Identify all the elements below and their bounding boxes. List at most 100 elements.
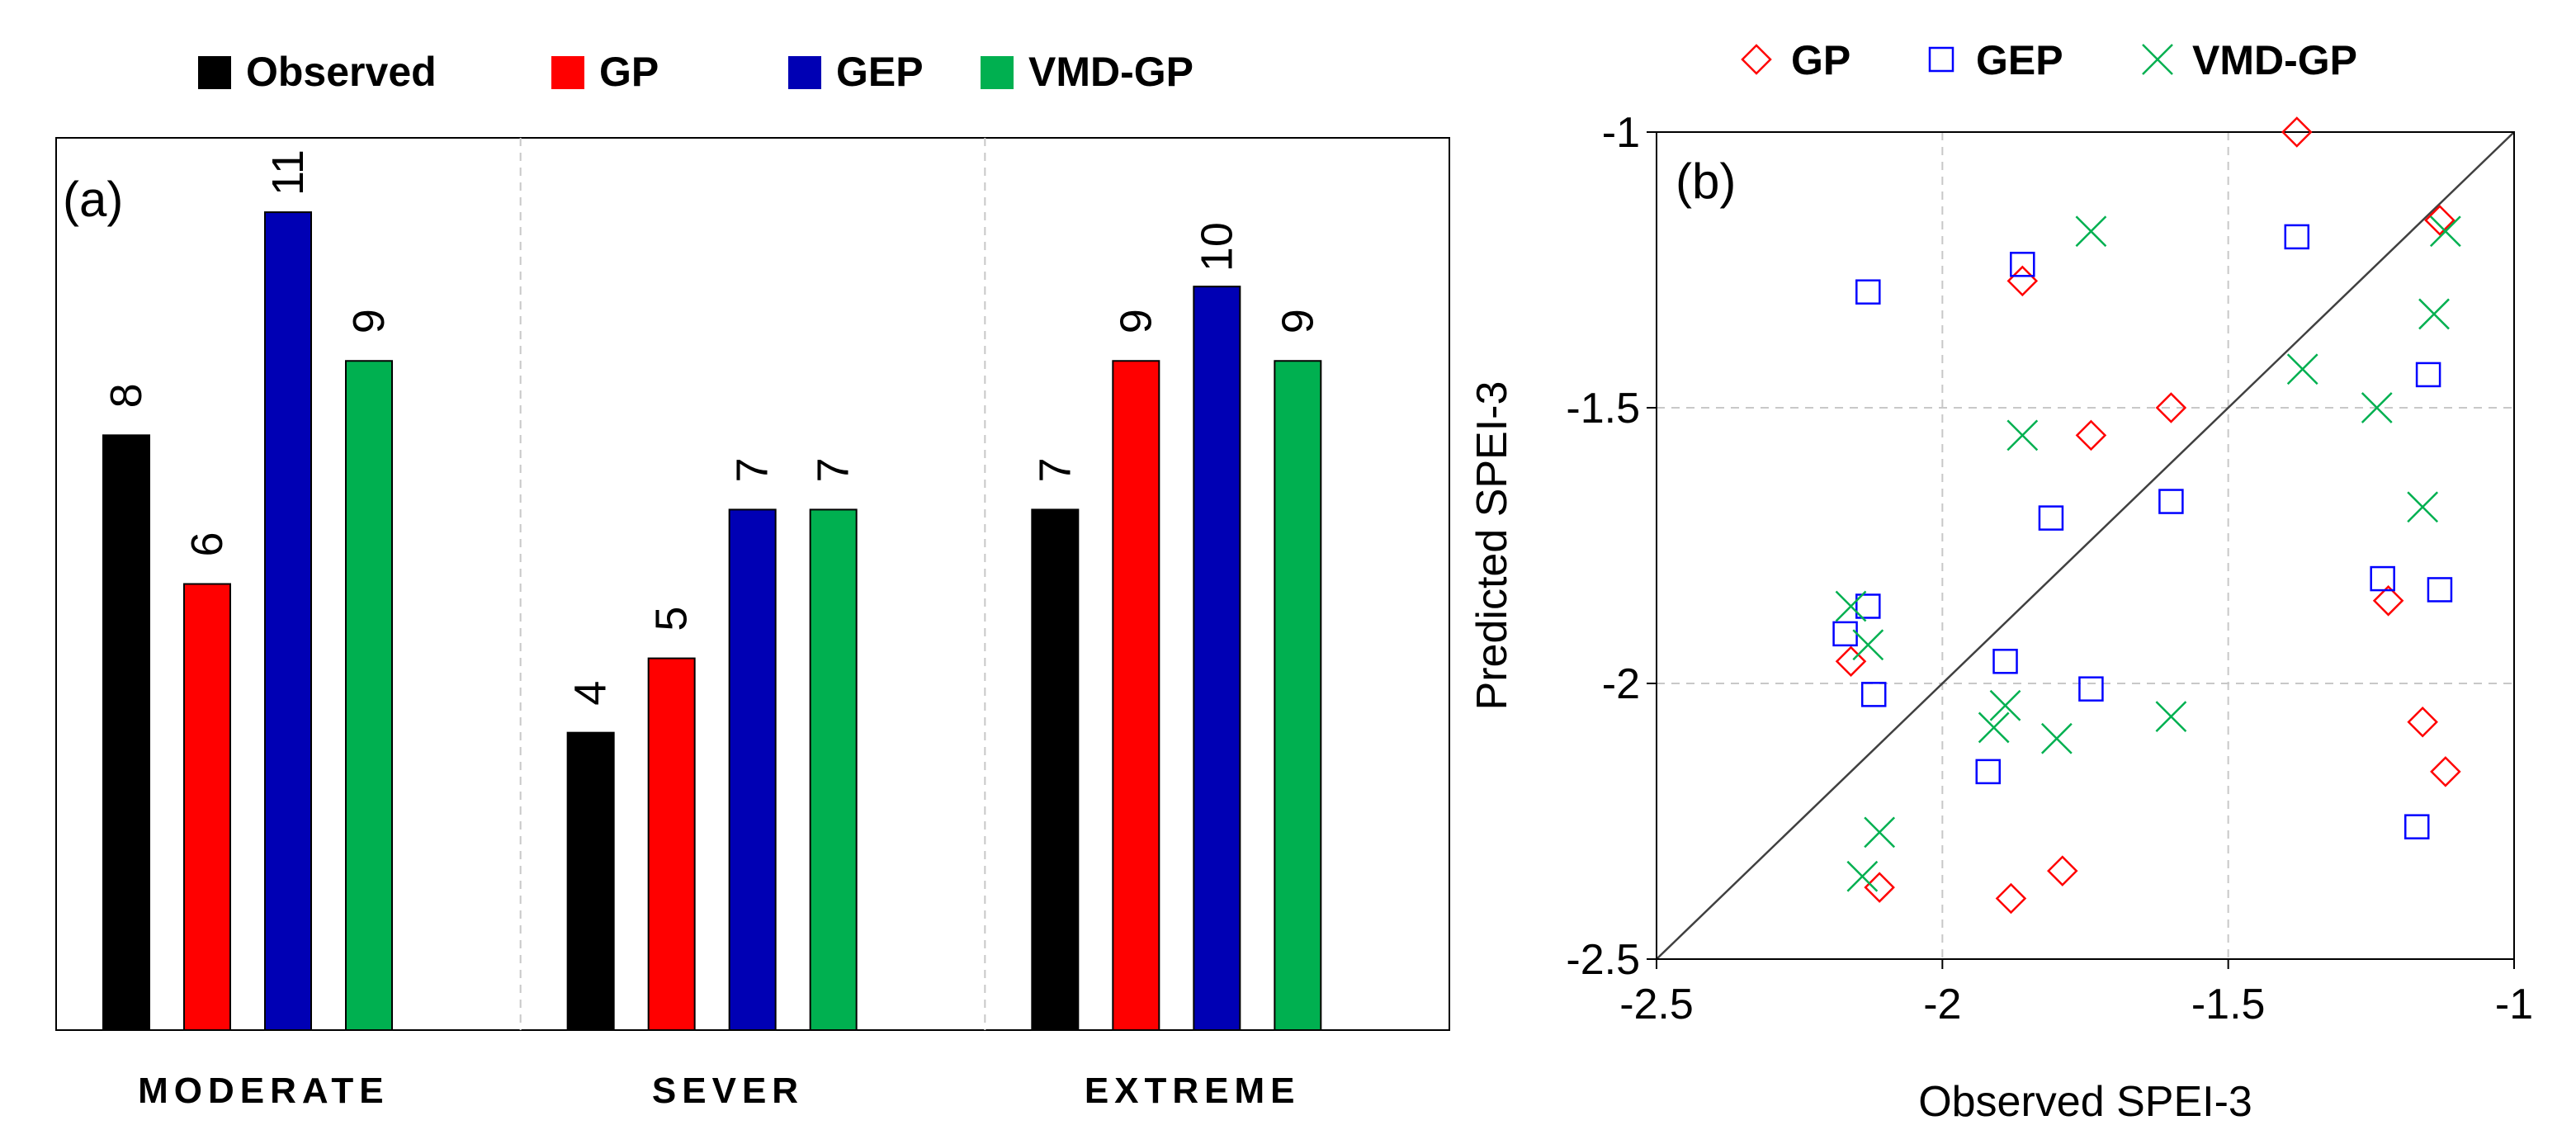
one-to-one-line: [1656, 131, 2515, 960]
point-gep: [2427, 577, 2453, 603]
y-tick-label: -1.5: [1566, 385, 1640, 433]
y-tick-label: -1: [1602, 109, 1640, 157]
y-axis-label: Predicted SPEI-3: [1468, 381, 1516, 711]
x-tick-label: -2: [1923, 981, 1961, 1028]
legend-swatch-vmd-gp: [981, 56, 1014, 89]
category-label-extreme: EXTREME: [1085, 1071, 1301, 1111]
legend-swatch-observed: [198, 56, 231, 89]
point-vmd-gp: [2155, 701, 2187, 732]
value-label-observed-extreme: 7: [1030, 457, 1080, 482]
x-axis-label: Observed SPEI-3: [1918, 1078, 2252, 1126]
point-gep: [2370, 565, 2395, 592]
point-gp: [2281, 116, 2313, 148]
point-vmd-gp: [2418, 298, 2450, 330]
point-gep: [2010, 252, 2035, 277]
point-gep: [2284, 224, 2310, 250]
legend-label-vmd-gp: VMD-GP: [1028, 49, 1193, 95]
point-vmd-gp: [2407, 491, 2439, 523]
value-label-gep-moderate: 11: [263, 149, 313, 196]
point-gp: [2075, 419, 2107, 451]
legend-label-gp: GP: [1791, 37, 1850, 83]
bar-observed-moderate: [102, 434, 150, 1031]
bar-gp-moderate: [183, 583, 231, 1031]
point-gep: [1992, 649, 2018, 674]
value-label-observed-sever: 4: [566, 681, 616, 706]
legend-label-vmd-gp: VMD-GP: [2192, 37, 2357, 83]
x-tick-label: -1.5: [2191, 981, 2266, 1028]
point-vmd-gp: [1864, 816, 1896, 849]
point-vmd-gp: [2361, 392, 2393, 423]
point-gep: [2158, 489, 2184, 514]
bar-observed-extreme: [1031, 508, 1080, 1031]
y-tick-label: -2.5: [1566, 936, 1640, 984]
legend-label-observed: Observed: [246, 49, 437, 95]
scatter-chart-panel-b: -2.5-2.5 -2 -2 -1.5 -1.5 -1 -1 Observed SPEI-3 P…: [1468, 37, 2533, 1126]
point-vmd-gp: [2286, 353, 2318, 385]
bar-chart-panel-a: Observed GP GEP VMD-GP (a) 8 6 11 9 MODERATE 4 5 7 7 S…: [55, 49, 1450, 1111]
point-gp: [2155, 392, 2187, 423]
point-vmd-gp: [2429, 215, 2461, 248]
point-gep: [2078, 676, 2104, 702]
value-label-gp-moderate: 6: [182, 532, 232, 556]
legend-swatch-gep: [788, 56, 821, 89]
plot-frame: [1656, 131, 2515, 960]
value-label-gep-extreme: 10: [1192, 222, 1241, 272]
bar-observed-sever: [566, 731, 615, 1032]
point-gp: [2430, 756, 2461, 787]
panel-label: (b): [1676, 154, 1736, 209]
category-label-moderate: MODERATE: [138, 1071, 390, 1111]
point-gp: [1995, 882, 2027, 915]
point-vmd-gp: [2075, 215, 2107, 248]
point-gep: [1855, 279, 1881, 305]
legend-label-gp: GP: [599, 49, 659, 95]
category-label-sever: SEVER: [652, 1071, 804, 1111]
legend-swatch-gp: [551, 56, 584, 89]
legend-marker-gp: [1741, 44, 1772, 75]
point-vmd-gp: [2040, 722, 2073, 754]
legend-label-gep: GEP: [836, 49, 924, 95]
bar-gep-sever: [728, 508, 777, 1031]
bar-vmd-gp-sever: [809, 508, 858, 1031]
point-gep: [1855, 593, 1881, 619]
point-gep: [2415, 362, 2441, 388]
point-gep: [1832, 621, 1858, 647]
bar-gp-sever: [647, 657, 696, 1031]
point-gep: [2038, 505, 2064, 531]
panel-label: (a): [63, 172, 123, 227]
point-gp: [1864, 872, 1895, 903]
value-label-vmd-gp-sever: 7: [809, 457, 858, 482]
point-vmd-gp: [1989, 689, 2021, 721]
x-tick-label: -1: [2495, 981, 2533, 1028]
point-gp: [2047, 855, 2078, 886]
point-vmd-gp: [2006, 419, 2039, 451]
value-label-gp-extreme: 9: [1111, 309, 1160, 333]
point-vmd-gp: [1846, 860, 1879, 892]
bar-vmd-gp-moderate: [345, 360, 393, 1031]
legend-marker-vmd-gp: [2142, 44, 2173, 75]
x-tick-label: -2.5: [1619, 981, 1694, 1028]
point-gp: [2006, 265, 2039, 297]
bar-vmd-gp-extreme: [1274, 360, 1322, 1031]
value-label-gep-sever: 7: [728, 457, 778, 482]
point-gep: [1860, 682, 1887, 707]
bar-gp-extreme: [1112, 360, 1160, 1031]
point-gp: [2407, 706, 2438, 738]
value-label-observed-moderate: 8: [102, 383, 151, 408]
bar-gep-extreme: [1193, 286, 1241, 1031]
value-label-vmd-gp-extreme: 9: [1273, 309, 1322, 333]
value-label-gp-sever: 5: [647, 607, 697, 631]
point-vmd-gp: [1852, 629, 1884, 661]
point-gp: [1835, 645, 1867, 678]
legend-label-gep: GEP: [1976, 37, 2063, 83]
legend-marker-gep: [1928, 46, 1954, 73]
point-gp: [2372, 585, 2404, 617]
y-tick-label: -2: [1602, 660, 1640, 708]
value-label-vmd-gp-moderate: 9: [344, 309, 394, 333]
bar-gep-moderate: [264, 211, 312, 1032]
point-gep: [2403, 814, 2430, 839]
point-vmd-gp: [1835, 590, 1867, 622]
point-gp: [2424, 205, 2455, 236]
point-gep: [1975, 759, 2001, 785]
point-vmd-gp: [1978, 711, 2010, 744]
